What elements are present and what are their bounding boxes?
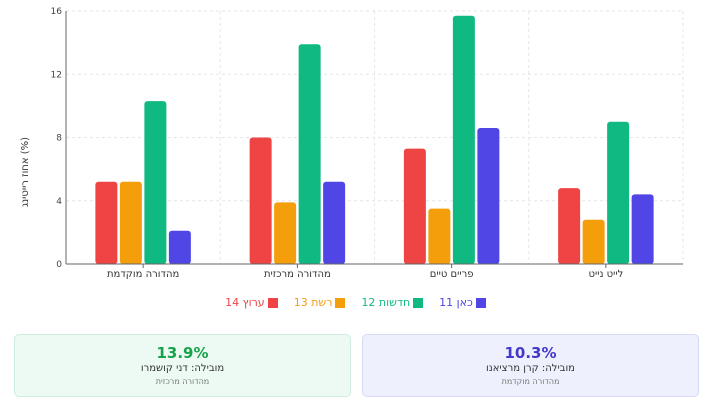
legend-label: רשת 13 (293, 296, 333, 309)
legend-swatch (267, 297, 278, 308)
bar (631, 194, 654, 264)
legend-item[interactable]: חדשות 12 (361, 296, 424, 309)
legend-swatch (475, 297, 486, 308)
summary-card-right: 10.3% מובילה: קרן מרציאנו מהדורה מוקדמת (362, 334, 699, 397)
chart-bars (95, 15, 654, 265)
chart-legend: כאן 11 חדשות 12 רשת 13 ערוץ 14 (0, 296, 711, 309)
bar (144, 101, 167, 264)
bar (477, 128, 500, 264)
legend-label: ערוץ 14 (225, 296, 265, 309)
rating-bar-chart: 0 4 8 12 16 לייט נייט פריים טיים מהדורה מרכזית מ… (20, 7, 684, 280)
bar (323, 181, 346, 264)
bar (403, 148, 426, 264)
y-tick-label: 4 (56, 197, 62, 207)
y-tick-label: 16 (51, 7, 63, 17)
card-right-value: 10.3% (504, 343, 557, 362)
bar (298, 44, 321, 264)
card-left-value: 13.9% (156, 343, 209, 362)
legend-swatch (335, 297, 346, 308)
legend-item[interactable]: רשת 13 (294, 296, 346, 309)
legend-swatch (413, 297, 424, 308)
legend-item[interactable]: ערוץ 14 (225, 296, 278, 309)
bar (95, 181, 118, 264)
legend-label: כאן 11 (439, 296, 473, 309)
bar (582, 219, 605, 264)
chart-grid (65, 10, 684, 265)
y-tick-label: 12 (51, 70, 62, 80)
card-right-label: מובילה: קרן מרציאנו (486, 362, 575, 374)
summary-card-left: 13.9% מובילה: דני קושמרו מהדורה מרכזית (14, 334, 351, 397)
bar (274, 202, 297, 264)
y-axis-label: אחוז רייטינג (%) (20, 137, 31, 207)
card-left-label: מובילה: דני קושמרו (140, 362, 225, 374)
y-tick-label: 8 (56, 134, 62, 144)
bar (452, 15, 475, 265)
bar (558, 188, 581, 264)
bar (168, 230, 191, 264)
y-tick-label: 0 (56, 260, 62, 270)
chart-axes: 0 4 8 12 16 לייט נייט פריים טיים מהדורה מרכזית מ… (51, 7, 683, 280)
x-tick-label: לייט נייט (588, 269, 623, 280)
x-tick-label: פריים טיים (430, 269, 474, 280)
bar (249, 137, 272, 264)
card-right-sub: מהדורה מוקדמת (501, 376, 560, 386)
legend-item[interactable]: כאן 11 (439, 296, 486, 309)
card-left-sub: מהדורה מרכזית (155, 376, 210, 386)
bar (428, 208, 451, 264)
bar (119, 181, 142, 264)
bar (607, 121, 630, 264)
x-tick-label: מהדורה מוקדמת (107, 269, 179, 280)
x-tick-label: מהדורה מרכזית (264, 269, 331, 280)
legend-label: חדשות 12 (361, 296, 411, 309)
